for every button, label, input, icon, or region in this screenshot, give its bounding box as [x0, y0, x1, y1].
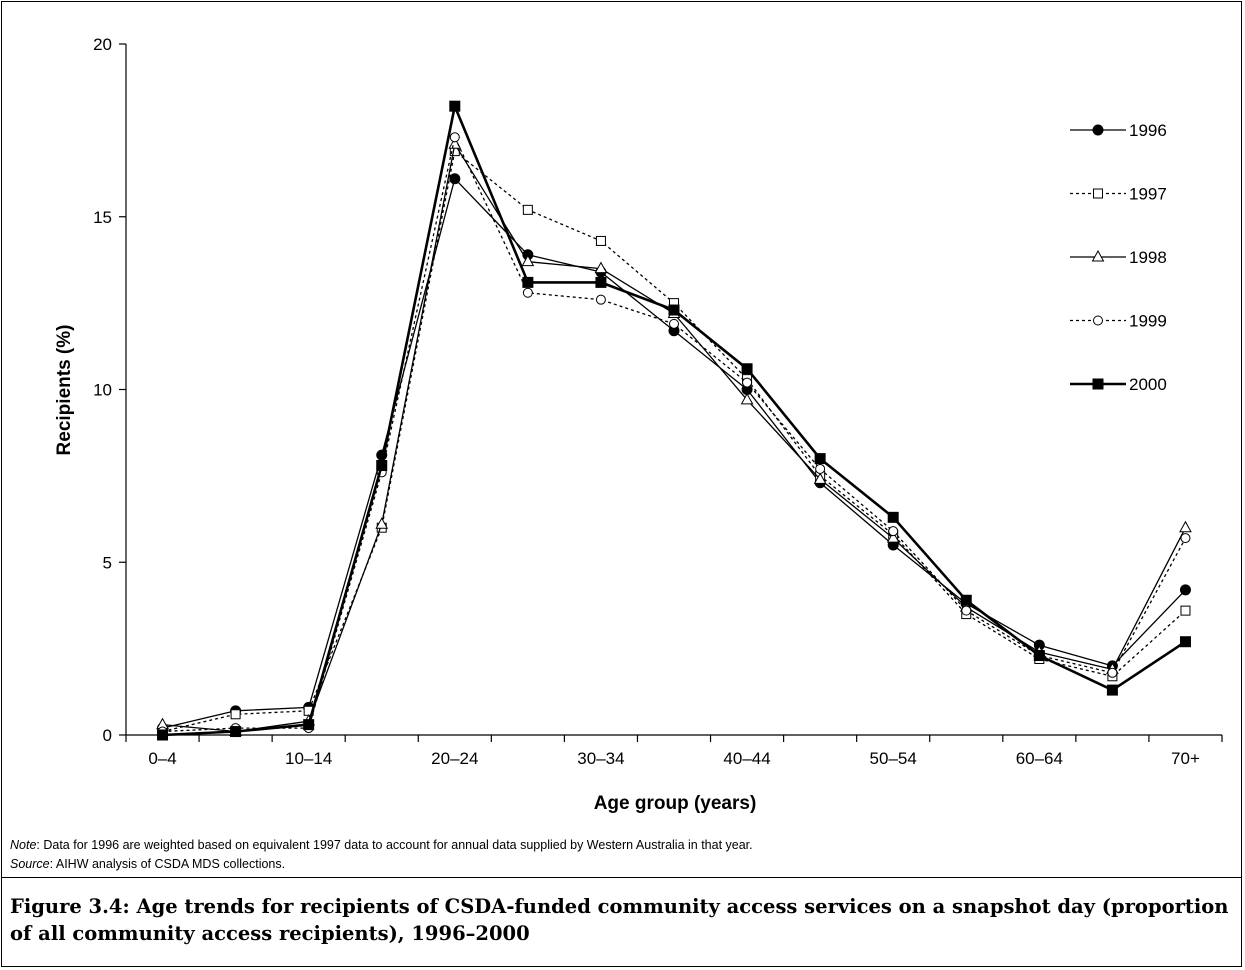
data-point-1999	[522, 287, 533, 298]
x-tick-label: 60–64	[1016, 749, 1063, 768]
data-point-2000	[741, 363, 753, 375]
legend-item-1999: 1999	[1070, 312, 1167, 331]
legend-label: 1998	[1129, 248, 1167, 267]
note-text: : Data for 1996 are weighted based on eq…	[36, 838, 753, 852]
data-point-2000	[449, 100, 461, 112]
data-point-1996	[449, 173, 461, 185]
data-point-1998	[1179, 520, 1192, 533]
data-point-1997	[522, 204, 533, 215]
data-point-1999	[815, 463, 826, 474]
series-line-1996	[162, 178, 1186, 729]
x-tick-label: 0–4	[148, 749, 176, 768]
data-point-1998	[521, 254, 535, 267]
line-chart: 0 5 10 15 20 0–4 10–14 20–24 30–34 40–44 50–54 60–6…	[54, 35, 1223, 814]
data-point-2000	[960, 594, 972, 606]
y-tick-label: 10	[93, 381, 112, 400]
source-text: : AIHW analysis of CSDA MDS collections.	[49, 857, 286, 871]
data-point-2000	[668, 304, 680, 316]
data-point-1997	[595, 235, 606, 246]
data-point-2000	[522, 276, 534, 288]
y-tick-label: 5	[103, 553, 112, 572]
series-2000	[157, 100, 1191, 741]
x-tick-label: 30–34	[577, 749, 624, 768]
series-line-1997	[162, 150, 1186, 733]
y-tick-label: 0	[103, 726, 112, 745]
x-tick-label: 10–14	[285, 749, 332, 768]
y-tick-label: 15	[93, 208, 112, 227]
data-point-2000	[1033, 650, 1045, 662]
data-point-1999	[595, 294, 606, 305]
chart-axes: 0 5 10 15 20 0–4 10–14 20–24 30–34 40–44 50–54 60–6…	[93, 35, 1223, 768]
note-line: Note: Data for 1996 are weighted based o…	[10, 836, 1230, 855]
data-point-2000	[887, 511, 899, 523]
data-point-2000	[595, 276, 607, 288]
legend-item-1998: 1998	[1070, 248, 1167, 267]
series-layer	[156, 100, 1192, 741]
data-point-1997	[230, 709, 241, 720]
data-point-1999	[742, 377, 753, 388]
x-tick-label: 40–44	[723, 749, 770, 768]
data-point-1999	[449, 132, 460, 143]
x-tick-label: 70+	[1171, 749, 1200, 768]
data-point-legend-1997	[1093, 188, 1103, 199]
data-point-1998	[594, 261, 608, 274]
legend-label: 2000	[1129, 375, 1167, 394]
legend-label: 1996	[1129, 121, 1167, 140]
data-point-1999	[669, 318, 679, 329]
note-block: Note: Data for 1996 are weighted based o…	[10, 836, 1230, 874]
legend-item-1997: 1997	[1070, 185, 1167, 204]
legend-label: 1997	[1129, 185, 1167, 204]
data-point-1999	[1180, 533, 1191, 544]
data-point-legend-2000	[1092, 378, 1104, 390]
legend-item-2000: 2000	[1070, 375, 1167, 394]
data-point-1997	[1180, 605, 1191, 616]
data-point-1996	[1179, 584, 1191, 596]
data-point-2000	[303, 719, 315, 731]
data-point-1999	[1107, 667, 1118, 678]
series-line-1999	[162, 136, 1187, 733]
data-point-2000	[157, 729, 169, 741]
data-point-1999	[888, 526, 899, 537]
x-axis-title: Age group (years)	[594, 793, 757, 814]
data-point-1998	[375, 517, 389, 529]
legend-label: 1999	[1129, 312, 1167, 331]
source-line: Source: AIHW analysis of CSDA MDS collec…	[10, 855, 1230, 874]
data-point-legend-1999	[1093, 315, 1103, 326]
data-point-2000	[376, 460, 388, 472]
note-lead: Note	[10, 838, 37, 852]
y-tick-label: 20	[93, 35, 112, 54]
data-point-2000	[230, 726, 242, 738]
legend-item-1996: 1996	[1070, 121, 1167, 140]
data-point-2000	[1106, 684, 1118, 696]
figure-caption: Figure 3.4: Age trends for recipients of…	[10, 895, 1229, 945]
series-line-1998	[162, 143, 1187, 733]
y-axis-title: Recipients (%)	[54, 325, 75, 456]
data-point-1998	[813, 472, 827, 484]
chart-legend: 1996 1997 1998 1999 2000	[1070, 121, 1167, 394]
data-point-1998	[740, 392, 754, 405]
caption-divider	[1, 877, 1242, 878]
data-point-1999	[961, 605, 972, 616]
x-tick-label: 50–54	[870, 749, 917, 768]
data-point-legend-1998	[1091, 249, 1105, 262]
data-point-2000	[1179, 636, 1191, 648]
data-point-legend-1996	[1092, 124, 1104, 136]
data-point-1998	[886, 531, 900, 543]
source-lead: Source	[10, 857, 50, 871]
data-point-2000	[814, 453, 826, 465]
data-point-1998	[448, 137, 462, 149]
x-tick-label: 20–24	[431, 749, 478, 768]
